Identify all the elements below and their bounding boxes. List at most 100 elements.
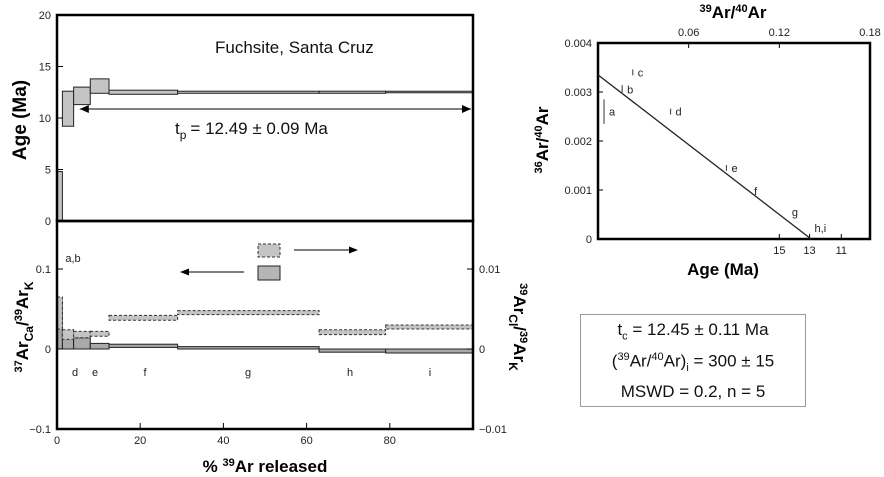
ca-left-tick-label: −0.1 [29,424,51,436]
isochron-point-label: d [676,107,682,119]
ca-step [108,343,179,348]
iso-top-tick-label: 0.12 [769,27,790,39]
x-tick-label: 0 [54,435,60,447]
age-step [61,90,75,127]
step-letter: i [429,367,431,379]
ratio-sub: i [686,362,689,375]
legend-cl-swatch [257,243,281,258]
age-spectrum-panel: 0 5 10 15 20 Fuchsite, Santa Cruz Age (Ma) t… [10,10,475,228]
ratio-close: Ar) [663,351,687,371]
tc-line: tc = 12.45 ± 0.11 Ma [581,320,805,342]
ca-axis-label: 37ArCa/39ArK [13,281,36,372]
age-tick-label: 10 [39,113,51,125]
age-axis-ticks: 0 5 10 15 20 [39,10,63,228]
age-axis-label: Age (Ma) [10,80,31,160]
isochron-point-label: a [609,107,616,119]
ca-step [89,342,110,350]
regression-line [597,74,812,240]
tc-label: t [617,320,623,339]
step-letters: a,b d e f g h i [65,253,431,379]
plateau-label: tp = 12.49 ± 0.09 Ma [175,119,328,142]
ca-step [318,348,387,353]
iso-bottom-tick-label: 11 [836,245,847,257]
iso-bottom-tick-label: 15 [773,245,785,257]
x-tick-label: 80 [384,435,396,447]
cl-right-tick-label: 0 [479,344,485,356]
isochron-top-axis-label: 39Ar/40Ar [699,3,766,22]
step-letter: h [347,367,353,379]
age-tick-label: 20 [39,10,51,22]
isochron-point-label: b [627,85,633,97]
plateau-arrow [79,105,471,113]
iso-top-tick-label: 0.06 [678,27,699,39]
plateau-arrow-head-left [79,105,89,113]
plateau-label-t: t [175,119,180,138]
step-letter: e [92,367,98,379]
step-letter: a,b [65,253,80,265]
x-tick-label: 40 [217,435,229,447]
results-box: tc = 12.45 ± 0.11 Ma (39Ar/40Ar)i = 300 … [580,314,806,407]
plateau-arrow-head-right [462,105,471,113]
cl-steps [56,296,474,340]
ca-step [385,348,474,354]
x-axis-label: % 39Ar released [203,457,328,476]
legend-cl-arrow-head [349,246,358,254]
ratio-sup2: 40 [651,351,664,363]
isochron-points: abc d e f g h,i [603,67,827,235]
isochron-bottom-axis-label: Age (Ma) [687,260,759,279]
legend-ca-arrow-head [180,268,189,276]
isochron-point-label: f [754,186,758,198]
cl-step [318,329,387,336]
x-tick-label: 20 [134,435,146,447]
iso-y-tick-label: 0.004 [564,38,592,50]
ratio-sup1: 39 [617,351,630,363]
ratio-mid: Ar/ [629,351,652,371]
cl-right-tick-label: 0.01 [479,264,500,276]
age-step [318,90,387,94]
step-letter: f [143,367,147,379]
iso-y-tick-label: 0.002 [564,136,592,148]
cl-right-tick-label: −0.01 [479,424,507,436]
ca-step [73,337,91,350]
cl-step [56,296,63,330]
cl-step [385,324,474,330]
iso-bottom-tick-label: 13 [803,245,815,257]
x-tick-label: 60 [300,435,312,447]
cl-step [89,330,110,337]
iso-y-tick-label: 0.003 [564,87,592,99]
sample-annotation: Fuchsite, Santa Cruz [215,38,374,57]
ca-left-tick-label: 0 [45,344,51,356]
ca-cl-legend [180,243,358,281]
isochron-point-label: c [638,67,644,79]
age-tick-label: 5 [45,165,51,177]
cl-step [61,329,75,340]
cl-step [108,314,179,321]
iso-y-tick-label: 0.001 [564,185,592,197]
age-step [177,90,320,94]
age-step [385,90,474,94]
legend-ca-swatch [257,265,281,281]
step-letter: d [72,367,78,379]
age-tick-label: 15 [39,62,51,74]
cl-step [73,330,91,339]
tc-sub: c [622,330,628,343]
mswd-line: MSWD = 0.2, n = 5 [620,382,766,401]
iso-y-tick-label: 0 [586,234,592,246]
tc-value: = 12.45 ± 0.11 Ma [632,320,769,339]
ca-step [177,346,320,350]
cl-step [177,310,320,316]
age-tick-label: 0 [45,216,51,228]
isochron-ticks: 0 0.001 0.002 0.003 0.004 0.06 0.12 0.18 15 13 11 [564,27,880,257]
age-step [73,86,91,106]
ca-panel-frame [55,219,475,431]
plateau-value: = 12.49 ± 0.09 Ma [190,119,328,138]
ratio-value: = 300 ± 15 [693,351,775,371]
iso-top-tick-label: 0.18 [859,27,880,39]
ca-left-tick-label: 0.1 [36,264,51,276]
isochron-point-label: e [731,163,737,175]
isochron-point-label: h,i [815,223,827,235]
step-letter: g [245,367,251,379]
